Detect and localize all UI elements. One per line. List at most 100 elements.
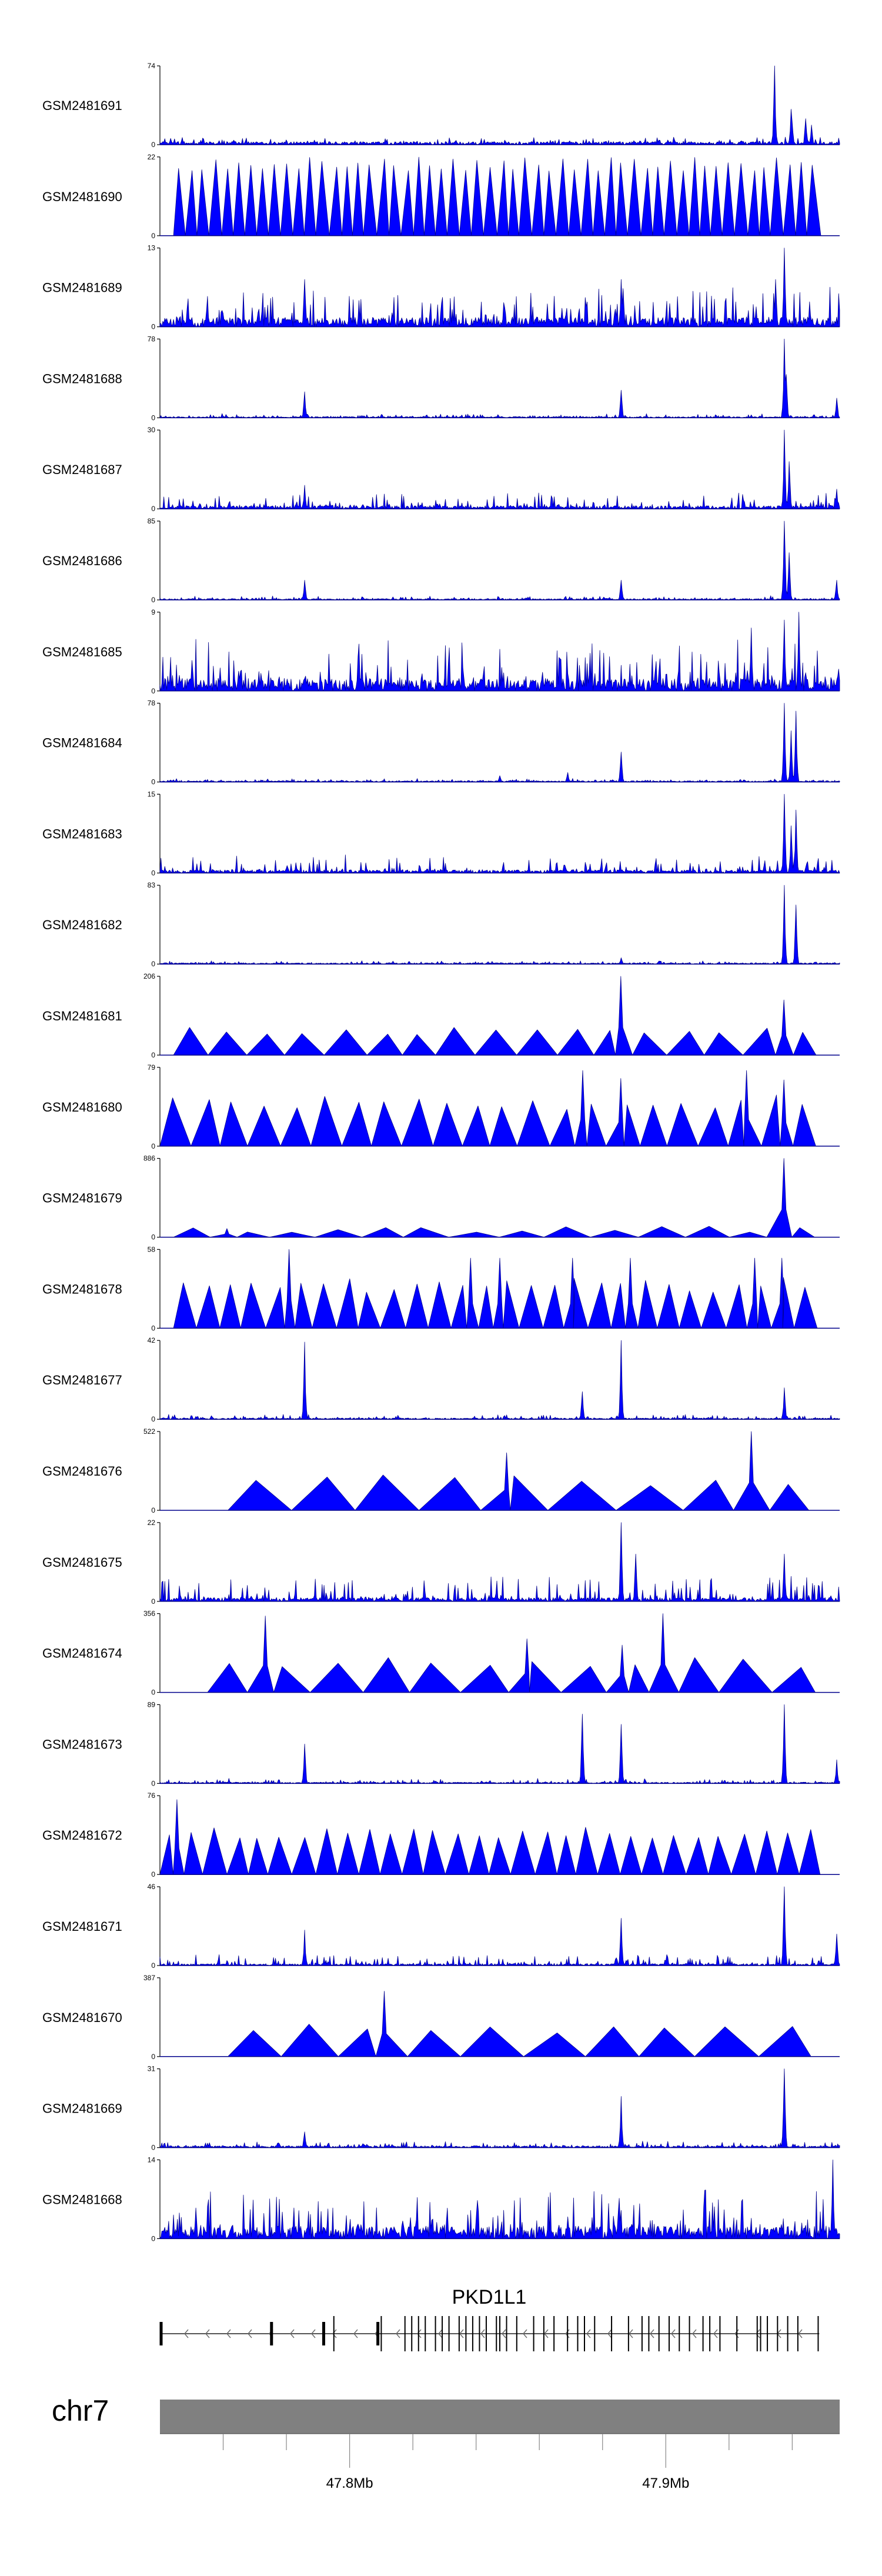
track-GSM2481682: GSM2481682 83 0 [42, 881, 840, 968]
exon [417, 2316, 419, 2351]
y-max-label: 22 [148, 1519, 156, 1527]
y-max-label: 15 [148, 790, 156, 798]
coverage-area [159, 612, 840, 692]
track-GSM2481671: GSM2481671 46 0 [42, 1883, 840, 1970]
track-label: GSM2481670 [42, 2010, 122, 2025]
exon [767, 2316, 769, 2351]
y-min-label: 0 [151, 1961, 155, 1970]
y-max-label: 58 [148, 1245, 156, 1253]
track-label: GSM2481669 [42, 2101, 122, 2116]
exon [411, 2316, 413, 2351]
track-GSM2481683: GSM2481683 15 0 [42, 790, 840, 877]
track-label: GSM2481685 [42, 645, 122, 659]
y-min-label: 0 [151, 1142, 155, 1150]
track-label: GSM2481675 [42, 1555, 122, 1570]
chromosome-band [160, 2400, 840, 2434]
y-max-label: 13 [148, 244, 156, 252]
track-GSM2481668: GSM2481668 14 0 [42, 2155, 840, 2243]
y-min-label: 0 [151, 596, 155, 604]
exon [485, 2316, 487, 2351]
y-max-label: 31 [148, 2065, 156, 2073]
y-min-label: 0 [151, 1324, 155, 1332]
y-min-label: 0 [151, 687, 155, 695]
strand-arrow [290, 2329, 295, 2338]
y-min-label: 0 [151, 505, 155, 513]
track-GSM2481688: GSM2481688 78 0 [42, 335, 840, 422]
coverage-area [159, 703, 840, 782]
y-min-label: 0 [151, 232, 155, 240]
track-label: GSM2481688 [42, 371, 122, 386]
strand-arrow [756, 2329, 760, 2338]
track-GSM2481681: GSM2481681 206 0 [42, 972, 840, 1059]
exon [719, 2316, 721, 2351]
coverage-area [159, 248, 840, 327]
y-max-label: 387 [143, 1974, 155, 1982]
exon [689, 2316, 690, 2351]
track-label: GSM2481682 [42, 917, 122, 932]
coverage-area [159, 520, 840, 600]
y-max-label: 356 [143, 1610, 155, 1618]
strand-arrow [692, 2329, 697, 2338]
coverage-area [173, 1158, 830, 1237]
track-GSM2481672: GSM2481672 76 0 [42, 1791, 840, 1878]
coverage-area [159, 65, 840, 145]
y-max-label: 9 [151, 608, 155, 616]
track-label: GSM2481672 [42, 1828, 122, 1843]
exon [458, 2316, 460, 2351]
track-GSM2481686: GSM2481686 85 0 [42, 517, 840, 604]
y-max-label: 42 [148, 1336, 156, 1344]
strand-arrow [544, 2329, 549, 2338]
track-label: GSM2481690 [42, 189, 122, 204]
y-max-label: 886 [143, 1154, 155, 1163]
strand-arrow [629, 2329, 633, 2338]
y-min-label: 0 [151, 869, 155, 877]
track-GSM2481673: GSM2481673 89 0 [42, 1700, 840, 1787]
y-min-label: 0 [151, 1597, 155, 1606]
y-max-label: 79 [148, 1063, 156, 1072]
y-min-label: 0 [151, 1233, 155, 1242]
y-min-label: 0 [151, 323, 155, 331]
exon [611, 2316, 613, 2351]
exon [777, 2316, 779, 2351]
y-max-label: 30 [148, 426, 156, 434]
y-max-label: 206 [143, 972, 155, 980]
exon [702, 2316, 704, 2351]
exon [380, 2316, 382, 2351]
y-min-label: 0 [151, 960, 155, 968]
strand-arrow [417, 2329, 422, 2338]
coverage-area [173, 156, 830, 236]
track-GSM2481676: GSM2481676 522 0 [42, 1427, 840, 1514]
y-min-label: 0 [151, 1506, 155, 1514]
strand-arrow [459, 2329, 464, 2338]
y-min-label: 0 [151, 1689, 155, 1697]
coverage-area [173, 1249, 830, 1329]
exon [465, 2316, 467, 2351]
strand-arrow [607, 2329, 612, 2338]
track-label: GSM2481689 [42, 281, 122, 295]
y-min-label: 0 [151, 2144, 155, 2152]
exon [584, 2316, 585, 2351]
coverage-area [159, 2160, 840, 2239]
track-GSM2481685: GSM2481685 9 0 [42, 608, 840, 695]
coverage-tracks: GSM2481691740GSM2481690220GSM2481689130G… [42, 62, 840, 2243]
gene-name: PKD1L1 [452, 2286, 527, 2308]
exon [641, 2316, 643, 2351]
exon [435, 2316, 436, 2351]
track-label: GSM2481671 [42, 1919, 122, 1934]
track-label: GSM2481684 [42, 736, 122, 750]
y-max-label: 46 [148, 1883, 156, 1891]
strand-arrow [586, 2329, 591, 2338]
y-min-label: 0 [151, 141, 155, 149]
coverage-area [159, 1070, 830, 1147]
strand-arrow [396, 2329, 400, 2338]
exon [787, 2316, 789, 2351]
exon [736, 2316, 738, 2351]
exon [159, 2322, 163, 2345]
coverage-area [159, 1522, 840, 1602]
coverage-area [159, 1340, 840, 1420]
y-max-label: 76 [148, 1791, 156, 1800]
track-label: GSM2481681 [42, 1009, 122, 1023]
strand-arrow [798, 2329, 803, 2338]
strand-arrow [205, 2329, 210, 2338]
coverage-area [159, 1886, 840, 1966]
